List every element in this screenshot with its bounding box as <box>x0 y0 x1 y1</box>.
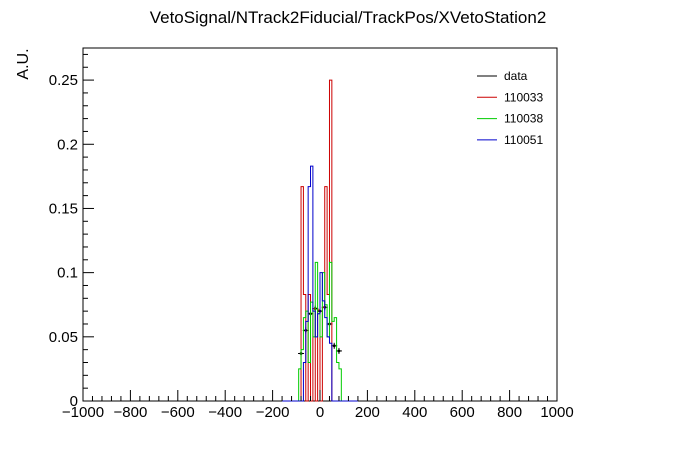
x-tick-label: 800 <box>497 404 522 421</box>
x-tick-label: −1000 <box>62 404 104 421</box>
y-tick-label: 0.1 <box>57 265 78 282</box>
y-tick-label: 0.05 <box>49 329 78 346</box>
plot-area <box>82 47 558 402</box>
x-tick-label: −400 <box>208 404 242 421</box>
x-tick-label: −200 <box>256 404 290 421</box>
legend-entry: data <box>477 69 528 83</box>
series-110033-line <box>282 79 358 402</box>
series-110038-line <box>282 261 358 402</box>
legend-label: 110051 <box>504 133 543 147</box>
y-tick-label: 0.25 <box>49 72 78 89</box>
y-tick-label: 0.15 <box>49 200 78 217</box>
series-110051-line <box>282 165 358 402</box>
x-axis: −1000 −800 −600 −400 −200 0 200 400 600 800 1000 <box>62 390 574 421</box>
x-tick-label: −600 <box>161 404 195 421</box>
legend-entry: 110033 <box>477 90 543 104</box>
legend-label: 110038 <box>504 112 543 126</box>
y-tick-label: 0 <box>70 393 78 410</box>
x-tick-label: 400 <box>402 404 427 421</box>
y-axis: 0 0.05 0.1 0.15 0.2 0.25 <box>49 53 94 410</box>
y-tick-label: 0.2 <box>57 136 78 153</box>
legend-entry: 110038 <box>477 112 543 126</box>
x-tick-label: 0 <box>316 404 324 421</box>
x-tick-label: 1000 <box>540 404 573 421</box>
legend-entry: 110051 <box>477 133 543 147</box>
legend: data 110033 110038 110051 <box>477 69 543 147</box>
legend-label: data <box>504 69 528 83</box>
chart-title: VetoSignal/NTrack2Fiducial/TrackPos/XVet… <box>150 8 547 27</box>
x-tick-label: 600 <box>450 404 475 421</box>
x-tick-label: 200 <box>355 404 380 421</box>
y-axis-label: A.U. <box>15 48 32 79</box>
x-tick-label: −800 <box>114 404 148 421</box>
legend-label: 110033 <box>504 90 543 104</box>
